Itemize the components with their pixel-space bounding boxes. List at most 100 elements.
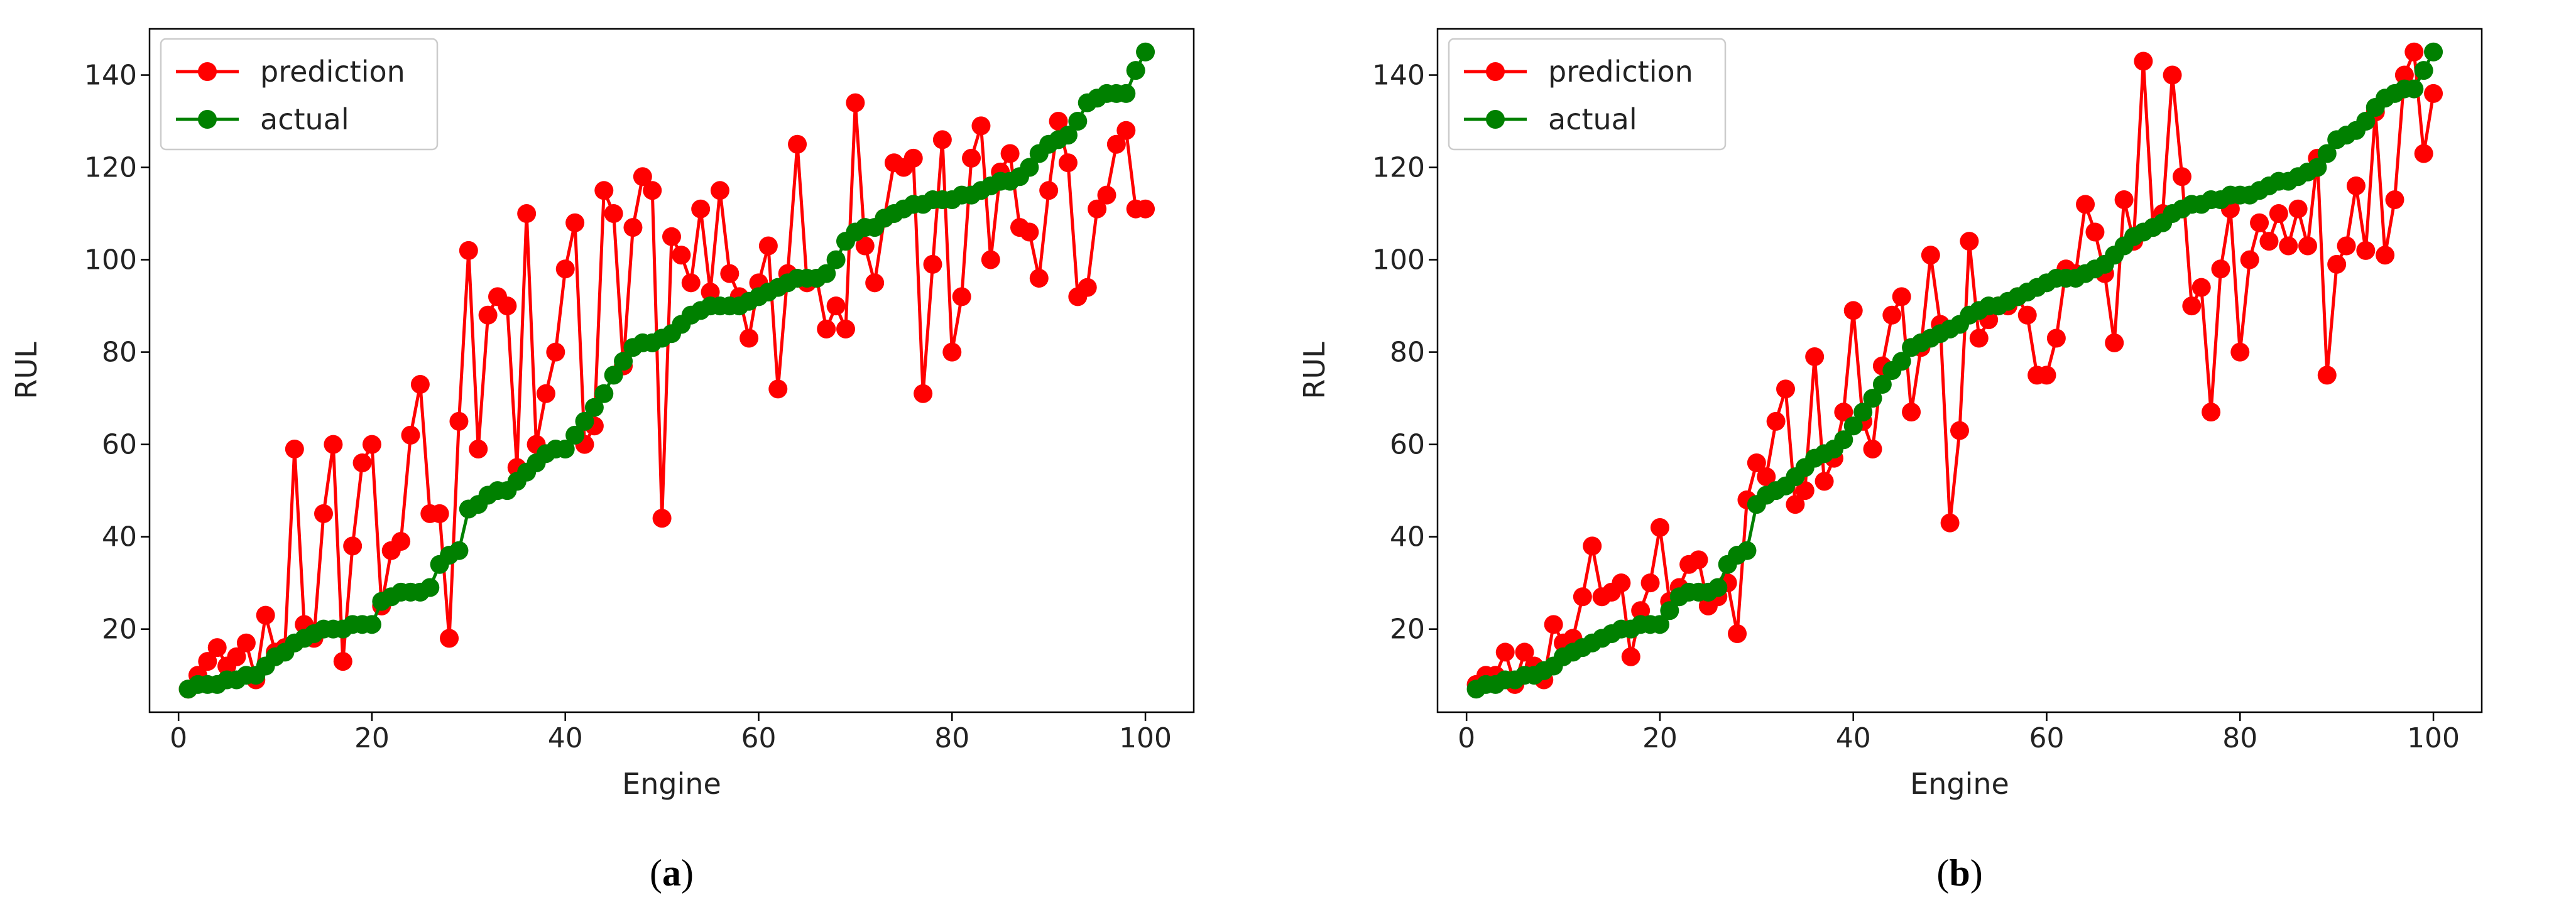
data-point-prediction	[362, 435, 381, 454]
data-point-prediction	[1136, 199, 1155, 219]
data-point-prediction	[1544, 615, 1563, 634]
data-point-actual	[1863, 389, 1882, 408]
data-point-prediction	[2317, 366, 2337, 385]
legend-marker-actual	[1486, 110, 1505, 129]
data-point-prediction	[1689, 550, 1708, 570]
legend-label-prediction: prediction	[1548, 55, 1693, 89]
data-point-prediction	[1863, 439, 1882, 458]
x-tick-label: 100	[1119, 722, 1172, 754]
data-point-prediction	[720, 264, 740, 283]
y-tick-label: 140	[84, 60, 137, 92]
data-point-prediction	[1892, 287, 1911, 306]
data-point-actual	[575, 411, 594, 431]
y-tick-label: 100	[1372, 244, 1425, 276]
data-point-prediction	[1902, 403, 1921, 422]
data-point-actual	[1892, 352, 1911, 371]
data-point-prediction	[2163, 65, 2182, 85]
data-point-prediction	[826, 296, 846, 316]
data-point-prediction	[914, 384, 933, 403]
data-point-prediction	[1747, 453, 1766, 473]
data-point-prediction	[1795, 481, 1815, 501]
data-point-prediction	[594, 181, 614, 200]
data-point-prediction	[2376, 246, 2395, 265]
x-tick-label: 100	[2407, 722, 2460, 754]
data-point-prediction	[498, 296, 517, 316]
data-point-prediction	[2356, 241, 2376, 260]
data-point-prediction	[391, 532, 411, 551]
data-point-prediction	[2202, 403, 2221, 422]
data-point-prediction	[469, 439, 488, 458]
y-tick-label: 100	[84, 244, 137, 276]
data-point-prediction	[256, 605, 275, 625]
data-point-prediction	[1834, 403, 1853, 422]
data-point-prediction	[2017, 305, 2037, 325]
data-point-prediction	[865, 273, 885, 293]
data-point-prediction	[1515, 642, 1534, 662]
data-point-prediction	[788, 134, 807, 154]
data-point-prediction	[1106, 134, 1126, 154]
legend-box	[160, 38, 439, 151]
data-point-prediction	[227, 647, 246, 666]
y-axis: 20 40 60 80 100 120 140	[84, 60, 150, 646]
legend-label-actual: actual	[260, 102, 349, 136]
caption-letter: a	[662, 852, 681, 894]
data-point-prediction	[952, 287, 971, 306]
data-point-prediction	[324, 435, 343, 454]
data-point-prediction	[1058, 153, 1078, 173]
data-point-prediction	[207, 638, 227, 658]
data-point-prediction	[971, 116, 991, 136]
data-point-actual	[565, 425, 585, 445]
data-point-prediction	[1650, 518, 1669, 537]
data-point-prediction	[1843, 301, 1863, 320]
y-tick-label: 80	[1390, 337, 1425, 369]
x-tick-label: 0	[1458, 722, 1475, 754]
data-point-prediction	[2037, 366, 2056, 385]
data-point-prediction	[1020, 222, 1039, 242]
data-point-prediction	[2404, 42, 2424, 62]
legend: prediction actual	[160, 38, 439, 151]
x-tick-label: 80	[2222, 722, 2257, 754]
data-point-prediction	[2046, 328, 2066, 348]
y-tick-label: 20	[102, 614, 137, 646]
data-point-prediction	[681, 273, 701, 293]
data-point-actual	[2424, 42, 2443, 62]
data-point-actual	[1136, 42, 1155, 62]
data-point-prediction	[401, 425, 420, 445]
data-point-actual	[1116, 84, 1136, 103]
data-point-actual	[2404, 79, 2424, 99]
data-point-actual	[1872, 375, 1892, 394]
data-point-prediction	[2424, 84, 2443, 103]
data-point-prediction	[565, 213, 585, 232]
data-point-prediction	[1921, 246, 1940, 265]
data-point-actual	[817, 264, 836, 283]
data-point-prediction	[2327, 254, 2347, 274]
data-point-prediction	[2240, 250, 2259, 269]
data-point-prediction	[555, 259, 575, 279]
x-tick-label: 0	[170, 722, 187, 754]
data-point-actual	[1737, 541, 1757, 560]
legend-marker-actual	[198, 110, 217, 129]
data-point-prediction	[2230, 342, 2250, 362]
data-point-prediction	[2250, 213, 2269, 232]
data-point-prediction	[2385, 190, 2404, 209]
data-point-actual	[1068, 112, 1088, 131]
x-axis: 0 20 40 60 80 100	[1458, 712, 2460, 754]
data-point-prediction	[1960, 232, 1979, 251]
y-axis: 20 40 60 80 100 120 140	[1372, 60, 1438, 646]
data-point-actual	[2308, 158, 2327, 177]
data-point-actual	[1126, 61, 1145, 80]
data-point-prediction	[2346, 176, 2366, 195]
data-point-prediction	[1776, 379, 1795, 399]
data-point-prediction	[2085, 222, 2105, 242]
y-tick-label: 120	[84, 152, 137, 184]
data-point-prediction	[1950, 421, 1969, 440]
data-point-prediction	[942, 342, 962, 362]
data-point-prediction	[314, 504, 333, 523]
caption-close-paren: )	[1970, 852, 1983, 894]
data-point-actual	[2414, 61, 2433, 80]
data-point-prediction	[2298, 236, 2317, 256]
data-point-prediction	[1097, 185, 1116, 205]
data-point-actual	[1843, 416, 1863, 436]
data-point-prediction	[1766, 411, 1786, 431]
data-point-prediction	[691, 199, 711, 219]
